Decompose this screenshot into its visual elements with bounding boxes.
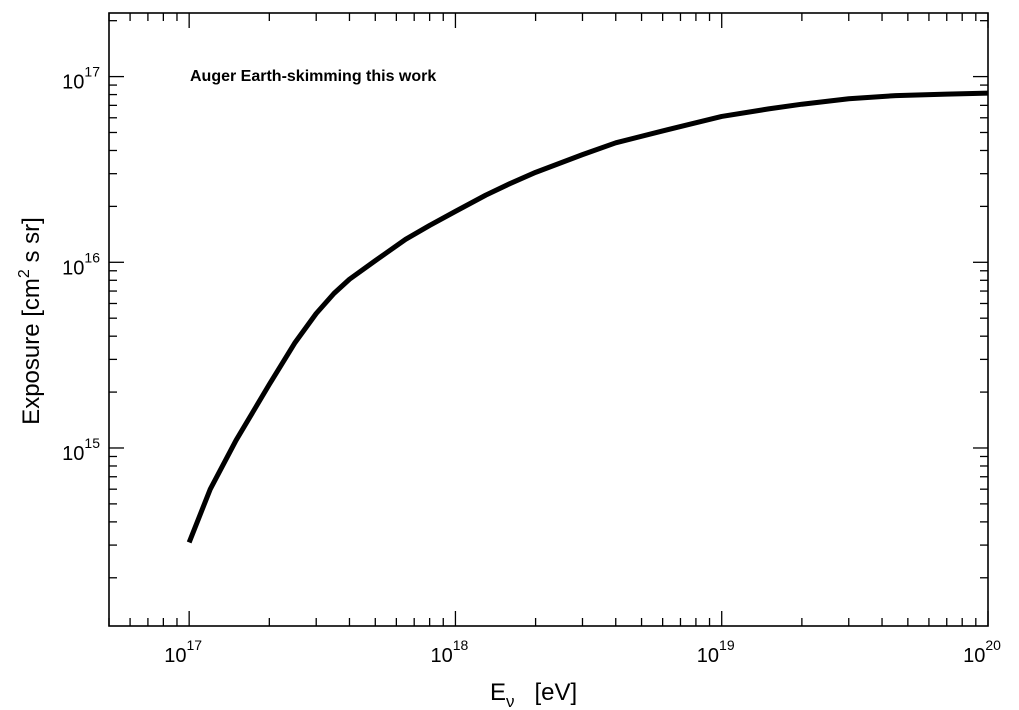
x-tick-label: 1019 <box>697 637 735 667</box>
x-axis-label: Eν [eV] <box>490 679 577 710</box>
legend-annotation: Auger Earth-skimming this work <box>190 68 436 85</box>
y-tick-label: 1017 <box>62 64 100 94</box>
plot-frame <box>108 12 989 627</box>
exposure-curve <box>186 90 989 544</box>
y-axis-label: Exposure [cm2 s sr] <box>16 217 45 425</box>
x-tick-label: 1017 <box>164 637 202 667</box>
y-tick-label: 1015 <box>62 435 100 465</box>
axis-ticks <box>108 13 989 626</box>
y-tick-labels: 1015 1016 1017 <box>62 64 100 465</box>
x-tick-label: 1020 <box>963 637 1001 667</box>
x-tick-label: 1018 <box>431 637 469 667</box>
y-tick-label: 1016 <box>62 249 100 279</box>
x-tick-labels: 1017 1018 1019 1020 <box>164 637 1001 667</box>
